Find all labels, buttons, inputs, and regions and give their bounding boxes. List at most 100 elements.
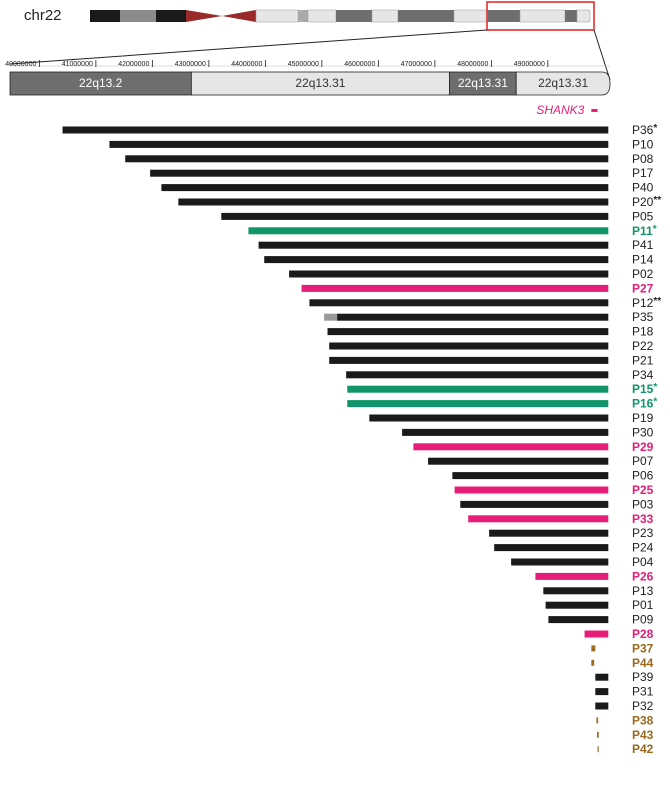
row-label: P39 [632,670,654,684]
gene-mark [591,109,598,112]
deletion-bar [264,256,609,264]
deletion-bar [369,414,609,422]
row-label: P26 [632,570,654,584]
row-name: P02 [632,267,654,281]
x-tick-label: 45000000 [288,61,319,68]
deletion-bar [221,212,609,220]
row-name: P13 [632,584,654,598]
ideogram [9,1,611,81]
deletion-bar [535,572,609,580]
deletion-bar [258,241,609,249]
row-label: P02 [632,267,654,281]
zoom-box [486,1,595,31]
row-label: P23 [632,526,654,540]
deletion-bar [309,299,609,307]
row-name: P40 [632,181,654,195]
row-label: P12** [632,295,661,310]
row-name: P26 [632,570,654,584]
row-name: P12 [632,296,654,310]
ideogram-band [565,10,577,22]
deletion-bar [460,500,609,508]
row-label: P29 [632,440,654,454]
row-name: P21 [632,354,654,368]
deletion-bar [337,313,609,321]
deletion-bar [289,270,609,278]
deletion-bar [452,472,609,480]
x-tick-label: 40000000 [5,61,36,68]
ideogram-band [519,9,566,23]
row-label: P40 [632,181,654,195]
deletion-bar [329,342,609,350]
centromere [222,10,256,22]
deletion-bar [595,673,609,681]
row-name: P10 [632,138,654,152]
row-label: P01 [632,598,654,612]
deletion-bar [595,702,609,710]
row-label: P20** [632,195,661,210]
deletion-bar [454,486,609,494]
deletion-bar [125,155,609,163]
row-name: P09 [632,613,654,627]
row-name: P37 [632,642,654,656]
x-tick-label: 42000000 [118,61,149,68]
deletion-bar [468,515,609,523]
row-label: P27 [632,282,654,296]
deletion-bar [329,356,609,364]
band-label: 22q13.31 [295,76,345,90]
row-label: P10 [632,138,654,152]
deletion-bar [327,328,609,336]
row-name: P08 [632,152,654,166]
row-name: P29 [632,440,654,454]
x-tick-label: 43000000 [175,61,206,68]
deletion-bar [597,731,599,738]
ideogram-band [156,10,186,22]
row-name: P28 [632,627,654,641]
row-label: P18 [632,325,654,339]
row-name: P41 [632,238,654,252]
row-name: P18 [632,325,654,339]
row-label: P30 [632,426,654,440]
row-label: P44 [632,656,654,670]
ideogram-band [488,10,520,22]
row-label: P25 [632,483,654,497]
row-name: P30 [632,426,654,440]
row-name: P44 [632,656,654,670]
row-name: P25 [632,483,654,497]
deletion-bar [428,457,609,465]
row-label: P13 [632,584,654,598]
ideogram-band [307,9,337,23]
deletion-bar [161,184,609,192]
deletion-bar [597,746,599,753]
row-mark: ** [653,295,661,306]
deletion-bar [62,126,609,134]
row-name: P33 [632,512,654,526]
row-label: P21 [632,354,654,368]
row-name: P03 [632,498,654,512]
x-tick-label: 49000000 [514,61,545,68]
band-label: 22q13.31 [458,76,508,90]
row-label: P14 [632,253,654,267]
chromosome-label: chr22 [24,7,62,24]
row-label: P09 [632,613,654,627]
deletion-bar [545,601,609,609]
row-mark: * [653,396,657,407]
row-name: P14 [632,253,654,267]
deletion-bar [591,645,596,652]
row-label: P24 [632,541,654,555]
row-label: P32 [632,699,654,713]
row-name: P01 [632,598,654,612]
deletion-bar [178,198,609,206]
band [515,71,611,96]
row-label: P15* [632,382,657,397]
band-label: 22q13.31 [538,76,588,90]
row-name: P32 [632,699,654,713]
ideogram-band [371,9,399,23]
row-label: P11* [632,223,657,238]
deletion-bar [347,400,609,408]
row-label: P42 [632,742,654,756]
x-tick-label: 46000000 [344,61,375,68]
row-name: P20 [632,195,654,209]
deletion-bar [346,371,609,379]
